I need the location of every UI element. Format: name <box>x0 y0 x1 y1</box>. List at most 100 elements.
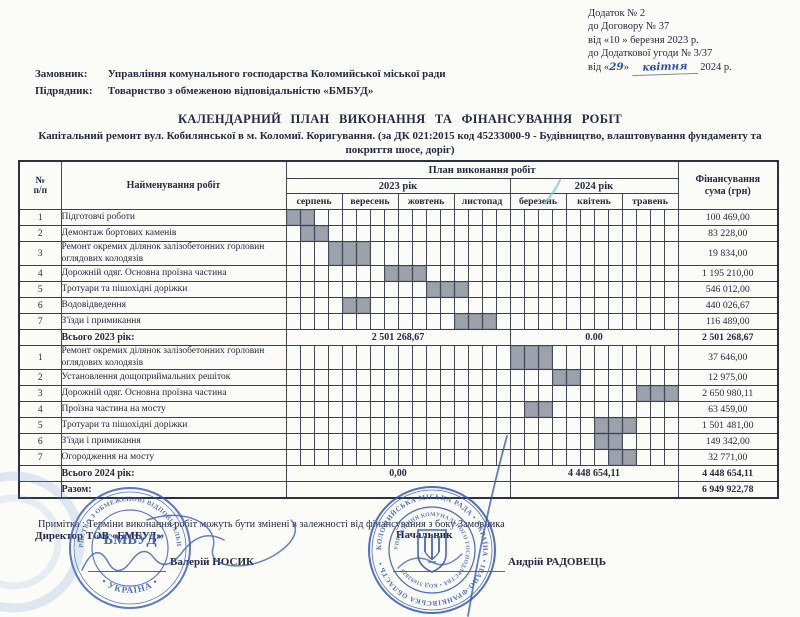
week-cell <box>383 385 399 402</box>
table-row: 6 Водовідведення 440 026,67 <box>18 297 779 314</box>
week-cell <box>453 265 469 282</box>
appendix-block: Додаток № 2 до Договору № 37 від «10 » б… <box>588 7 793 77</box>
row-number: 2 <box>18 369 62 386</box>
director-title: Директор ТОВ «БМБУД» <box>35 530 162 542</box>
week-cell <box>439 297 455 314</box>
svg-text:• УКРАЇНА •: • УКРАЇНА • <box>100 576 160 595</box>
page-subtitle: Капітальний ремонт вул. Кобилянської в м… <box>38 130 762 156</box>
week-cell <box>285 401 301 418</box>
week-cell <box>593 281 609 298</box>
week-cell <box>411 385 427 402</box>
week-cell <box>579 433 595 450</box>
week-cell <box>579 265 595 282</box>
week-cell <box>397 385 413 402</box>
week-cell <box>327 385 343 402</box>
week-cell <box>663 281 679 298</box>
month-header-row: серпень вересень жовтень листопад березень кв… <box>19 193 778 210</box>
row-number: 6 <box>18 297 62 314</box>
financing-sum: 37 646,00 <box>677 345 779 370</box>
week-cell <box>649 433 665 450</box>
week-cell <box>411 417 427 434</box>
week-cell <box>593 297 609 314</box>
week-cell <box>607 225 623 242</box>
week-cell <box>649 265 665 282</box>
week-cell <box>355 265 371 282</box>
financing-sum: 12 975,00 <box>677 369 779 386</box>
week-cell <box>313 265 329 282</box>
week-cell <box>537 313 553 330</box>
week-cell-shaded <box>663 385 679 402</box>
chief-signature-line <box>393 571 505 572</box>
week-cell <box>635 345 651 370</box>
week-cell <box>411 369 427 386</box>
year-total-label: Всього 2024 рік: <box>60 465 287 482</box>
week-cell-shaded <box>537 345 553 370</box>
week-cell-shaded <box>467 313 483 330</box>
week-cell <box>341 449 357 466</box>
week-cell <box>509 385 525 402</box>
week-cell <box>369 385 385 402</box>
week-cell <box>579 417 595 434</box>
table-row: 6 З'їзди і примикання 149 342,00 <box>18 433 779 450</box>
week-cell <box>663 297 679 314</box>
appendix-line: до Додаткової угоди № 3/37 <box>588 48 713 60</box>
week-cell <box>649 345 665 370</box>
week-cell <box>663 225 679 242</box>
week-cell <box>425 241 441 266</box>
work-name: З'їзди і примикання <box>60 313 287 330</box>
row-number: 7 <box>18 449 62 466</box>
week-cell <box>397 401 413 418</box>
week-cell <box>481 449 497 466</box>
week-cell <box>327 449 343 466</box>
week-cell <box>341 385 357 402</box>
week-cell <box>509 433 525 450</box>
week-cell <box>523 297 539 314</box>
week-cell <box>383 417 399 434</box>
week-cell <box>649 313 665 330</box>
week-cell <box>383 433 399 450</box>
week-cell-shaded <box>523 345 539 370</box>
row-number: 5 <box>18 281 62 298</box>
year-total-2024: 0.00 <box>509 329 679 346</box>
week-cell <box>341 209 357 226</box>
week-cell <box>355 313 371 330</box>
week-cell <box>299 281 315 298</box>
financing-sum: 440 026,67 <box>677 297 779 314</box>
week-cell-shaded <box>565 369 581 386</box>
week-cell <box>439 225 455 242</box>
week-cell <box>369 369 385 386</box>
stamp-city-arc-text: КОЛОМИЙСЬКА МІСЬКА РАДА • УКРАЇНА • ІВАН… <box>375 493 489 607</box>
year-total-2023: 0,00 <box>285 465 511 482</box>
month-header: жовтень <box>397 193 455 210</box>
year-total-2024: 4 448 654,11 <box>509 465 679 482</box>
week-cell <box>425 417 441 434</box>
row-number: 1 <box>18 209 62 226</box>
week-cell <box>551 401 567 418</box>
week-cell <box>481 433 497 450</box>
contractor-label: Підрядник: <box>35 85 93 97</box>
week-cell <box>481 345 497 370</box>
week-cell-shaded <box>649 385 665 402</box>
week-cell <box>495 209 511 226</box>
week-cell <box>453 345 469 370</box>
week-cell <box>663 345 679 370</box>
week-cell <box>341 281 357 298</box>
year-total-sum: 4 448 654,11 <box>677 465 779 482</box>
week-cell <box>341 313 357 330</box>
week-cell <box>467 401 483 418</box>
week-cell <box>649 401 665 418</box>
week-cell <box>355 433 371 450</box>
week-cell <box>537 265 553 282</box>
week-cell-shaded <box>453 313 469 330</box>
week-cell <box>341 345 357 370</box>
week-cell <box>313 313 329 330</box>
week-cell-shaded <box>411 265 427 282</box>
empty-cell <box>18 481 62 498</box>
week-cell <box>509 401 525 418</box>
row-number: 4 <box>18 401 62 418</box>
table-row: 3 Ремонт окремих ділянок залізобетонних г… <box>18 241 779 266</box>
month-header: серпень <box>285 193 343 210</box>
week-cell <box>509 417 525 434</box>
week-cell <box>313 449 329 466</box>
week-cell <box>453 369 469 386</box>
